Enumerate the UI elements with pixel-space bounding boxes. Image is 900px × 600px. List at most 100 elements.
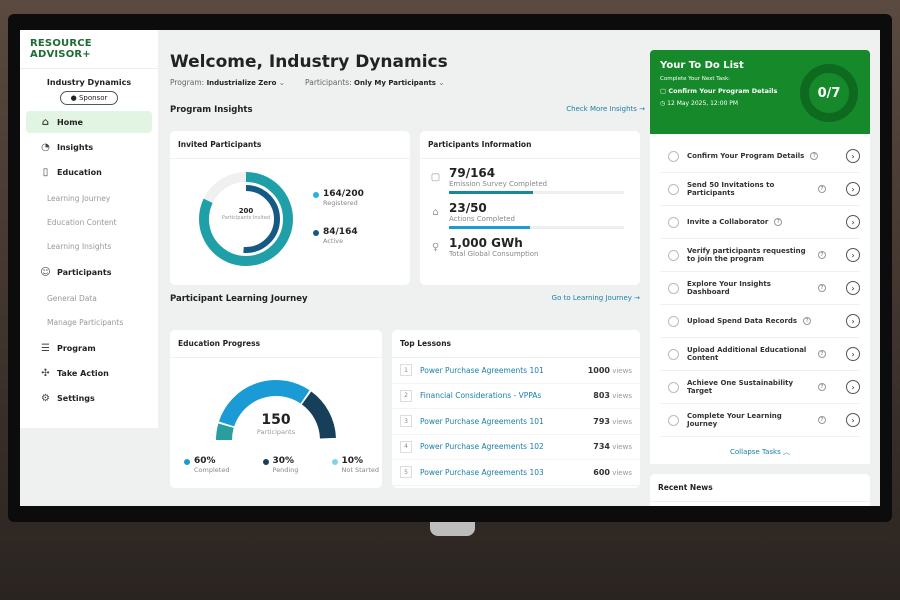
sidebar-item-manage-participants[interactable]: Manage Participants: [47, 317, 124, 327]
task-checkbox[interactable]: [668, 414, 679, 426]
top-lessons-card: Top Lessons 1 Power Purchase Agreements 1…: [392, 330, 640, 488]
todo-progress-ring: 0/7: [800, 64, 858, 122]
program-filter[interactable]: Program: Industrialize Zero ⌄: [170, 78, 286, 87]
page-title: Welcome, Industry Dynamics: [170, 52, 448, 72]
lesson-link: Power Purchase Agreements 103: [420, 467, 544, 477]
todo-task[interactable]: Upload Additional Educational Content? ›: [660, 338, 860, 371]
monitor-stand: [430, 522, 475, 536]
help-icon[interactable]: ?: [818, 185, 826, 193]
card-title: Top Lessons: [392, 330, 640, 358]
pie-chart-icon: ◔: [41, 141, 50, 153]
help-icon[interactable]: ?: [818, 350, 826, 358]
collapse-tasks-button[interactable]: Collapse Tasks ︿: [730, 448, 790, 456]
task-checkbox[interactable]: [668, 381, 679, 393]
todo-task[interactable]: Invite a Collaborator? ›: [660, 206, 860, 239]
main: Welcome, Industry Dynamics Program: Indu…: [170, 30, 645, 115]
info-row: ⌂ 23/50 Actions Completed: [420, 201, 640, 229]
house-icon: ⌂: [432, 207, 439, 218]
next-task-label: Complete Your Next Task:: [660, 76, 731, 82]
role-badge[interactable]: ● Sponsor: [60, 91, 118, 105]
todo-task[interactable]: Complete Your Learning Journey? ›: [660, 404, 860, 437]
progress-bar: [449, 226, 624, 229]
help-icon[interactable]: ?: [818, 284, 826, 292]
logo: RESOURCE ADVISOR+: [20, 30, 158, 69]
sidebar-item-program[interactable]: ☰ Program: [41, 342, 96, 354]
gauge-segment-completed: [218, 380, 310, 427]
sidebar-item-settings[interactable]: ⚙ Settings: [41, 392, 95, 404]
chevron-right-icon[interactable]: ›: [846, 314, 860, 328]
chevron-right-icon[interactable]: ›: [846, 149, 860, 163]
task-checkbox[interactable]: [668, 282, 679, 294]
task-checkbox[interactable]: [668, 348, 679, 360]
help-icon[interactable]: ?: [803, 317, 812, 325]
lesson-row[interactable]: 1 Power Purchase Agreements 101 1000 views: [392, 358, 640, 384]
chevron-right-icon[interactable]: ›: [846, 347, 860, 361]
registered-arc: [199, 172, 293, 266]
todo-task[interactable]: Confirm Your Program Details? ›: [660, 140, 860, 173]
card-title: Recent News: [650, 474, 870, 502]
todo-task[interactable]: Upload Spend Data Records? ›: [660, 305, 860, 338]
gauge-segment-not-started: [216, 423, 234, 441]
help-icon[interactable]: ?: [774, 218, 783, 226]
donut-center-label: Participants Invited: [221, 215, 271, 221]
gauge-legend-item: 10% Not Started: [331, 456, 379, 474]
go-to-learning-journey-link[interactable]: Go to Learning Journey →: [551, 294, 640, 302]
section-title: Program Insights: [170, 105, 253, 115]
help-icon[interactable]: ?: [818, 416, 826, 424]
donut-center-value: 200: [238, 207, 254, 215]
card-title: Invited Participants: [170, 131, 410, 159]
lesson-row[interactable]: 4 Power Purchase Agreements 102 734 views: [392, 435, 640, 460]
task-checkbox[interactable]: [668, 216, 679, 228]
sidebar-item-education-content[interactable]: Education Content: [47, 217, 117, 227]
book-icon: ▯: [42, 166, 49, 178]
chevron-right-icon[interactable]: ›: [846, 215, 860, 229]
sidebar-item-take-action[interactable]: ✣ Take Action: [41, 367, 109, 379]
task-checkbox[interactable]: [668, 150, 679, 162]
todo-task[interactable]: Send 50 Invitations to Participants? ›: [660, 173, 860, 206]
next-task[interactable]: ▢ Confirm Your Program Details: [660, 87, 778, 95]
gauge-center-label: Participants: [256, 428, 296, 436]
role-label: Sponsor: [78, 94, 108, 102]
todo-task[interactable]: Verify participants requesting to join t…: [660, 239, 860, 272]
active-legend: 84/164 Active: [313, 227, 358, 245]
lesson-link: Power Purchase Agreements 101: [420, 365, 544, 375]
sidebar-item-learning-journey[interactable]: Learning Journey: [47, 193, 111, 203]
todo-task[interactable]: Explore Your Insights Dashboard? ›: [660, 272, 860, 305]
chevron-right-icon[interactable]: ›: [846, 248, 860, 262]
lesson-row[interactable]: 3 Power Purchase Agreements 101 793 views: [392, 409, 640, 435]
recent-news-card: Recent News: [650, 474, 870, 506]
sidebar-item-learning-insights[interactable]: Learning Insights: [47, 241, 112, 251]
sidebar-item-education[interactable]: ▯ Education: [26, 161, 152, 183]
chevron-right-icon[interactable]: ›: [846, 281, 860, 295]
task-checkbox[interactable]: [668, 249, 679, 261]
chevron-right-icon[interactable]: ›: [846, 380, 860, 394]
help-icon[interactable]: ?: [818, 251, 826, 259]
gear-icon: ⚙: [41, 392, 50, 404]
check-more-insights-link[interactable]: Check More Insights →: [566, 105, 645, 113]
task-checkbox[interactable]: [668, 183, 679, 195]
active-arc: [212, 185, 280, 253]
card-title: Participants Information: [420, 131, 640, 159]
sidebar-item-home[interactable]: ⌂ Home: [26, 111, 152, 133]
help-icon[interactable]: ?: [818, 383, 826, 391]
task-checkbox[interactable]: [668, 315, 679, 327]
users-icon: ☺: [40, 266, 51, 278]
todo-header: Your To Do List Complete Your Next Task:…: [650, 50, 870, 134]
lesson-row[interactable]: 5 Power Purchase Agreements 103 600 views: [392, 460, 640, 486]
sidebar-item-insights[interactable]: ◔ Insights: [41, 141, 94, 153]
todo-list: Confirm Your Program Details? › Send 50 In…: [650, 134, 870, 464]
chevron-right-icon[interactable]: ›: [846, 182, 860, 196]
list-icon: ☰: [41, 342, 50, 354]
sidebar-item-participants[interactable]: ☺ Participants: [40, 266, 112, 278]
lesson-link: Power Purchase Agreements 102: [420, 442, 544, 452]
todo-task[interactable]: Achieve One Sustainability Target? ›: [660, 371, 860, 404]
chevron-right-icon[interactable]: ›: [846, 413, 860, 427]
sidebar-item-general-data[interactable]: General Data: [47, 293, 97, 303]
participants-filter[interactable]: Participants: Only My Participants ⌄: [305, 78, 445, 87]
education-gauge: [216, 380, 336, 441]
gauge-legend-item: 60% Completed: [184, 456, 229, 474]
invited-donut: [199, 172, 293, 266]
lesson-row[interactable]: 2 Financial Considerations - VPPAs 803 vie…: [392, 384, 640, 409]
due-date: ◷ 12 May 2025, 12:00 PM: [660, 100, 739, 107]
help-icon[interactable]: ?: [810, 152, 819, 160]
